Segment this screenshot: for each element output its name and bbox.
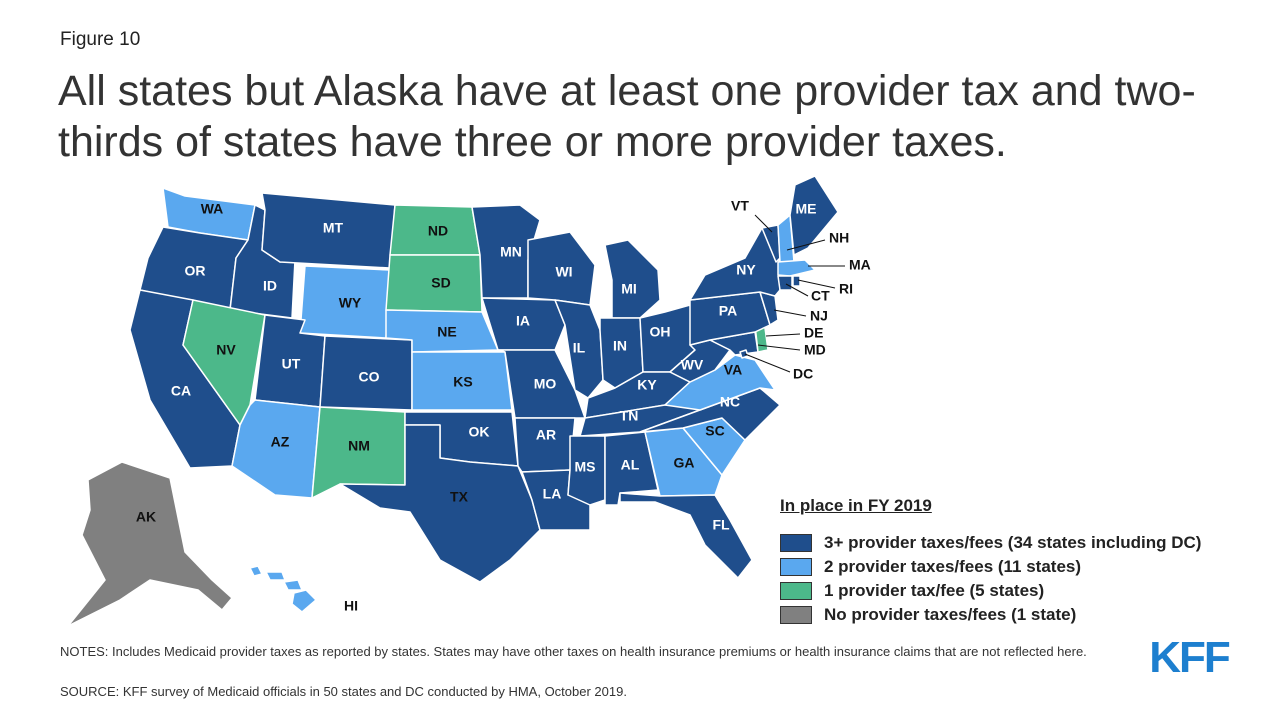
label-MO: MO <box>534 376 557 392</box>
callout-VT: VT <box>731 198 749 214</box>
label-VA: VA <box>724 362 742 378</box>
leader-DE <box>766 334 800 336</box>
label-KY: KY <box>637 377 657 393</box>
label-WI: WI <box>555 264 572 280</box>
callout-DC: DC <box>793 366 813 382</box>
state-MA[interactable] <box>778 260 815 276</box>
label-TN: TN <box>620 408 639 424</box>
legend-label-0: No provider taxes/fees (1 state) <box>824 605 1076 625</box>
label-OH: OH <box>650 324 671 340</box>
notes-text: NOTES: Includes Medicaid provider taxes … <box>60 644 1090 660</box>
state-DC[interactable] <box>740 350 748 358</box>
label-AR: AR <box>536 427 556 443</box>
callout-CT: CT <box>811 288 830 304</box>
label-WV: WV <box>681 357 704 373</box>
label-MT: MT <box>323 220 344 236</box>
label-LA: LA <box>543 486 562 502</box>
legend-label-2: 2 provider taxes/fees (11 states) <box>824 557 1081 577</box>
label-KS: KS <box>453 374 472 390</box>
label-ND: ND <box>428 223 448 239</box>
label-WA: WA <box>201 201 224 217</box>
legend-item-3plus: 3+ provider taxes/fees (34 states includ… <box>780 531 1260 555</box>
legend-item-2: 2 provider taxes/fees (11 states) <box>780 555 1260 579</box>
label-NV: NV <box>216 342 236 358</box>
label-OR: OR <box>185 263 206 279</box>
label-ME: ME <box>796 201 817 217</box>
label-MS: MS <box>575 459 596 475</box>
callout-MA: MA <box>849 257 871 273</box>
label-NM: NM <box>348 438 370 454</box>
state-AK[interactable] <box>68 462 232 626</box>
label-SD: SD <box>431 275 450 291</box>
legend-label-1: 1 provider tax/fee (5 states) <box>824 581 1044 601</box>
legend-item-1: 1 provider tax/fee (5 states) <box>780 579 1260 603</box>
label-IA: IA <box>516 313 530 329</box>
label-FL: FL <box>712 517 730 533</box>
state-CT[interactable] <box>778 276 792 290</box>
callout-NJ: NJ <box>810 308 828 324</box>
map-legend: In place in FY 2019 3+ provider taxes/fe… <box>780 496 1260 627</box>
state-MI[interactable] <box>605 240 660 318</box>
kff-logo-text: KFF <box>1149 634 1230 678</box>
label-AL: AL <box>621 457 640 473</box>
label-PA: PA <box>719 303 737 319</box>
label-SC: SC <box>705 423 724 439</box>
label-CO: CO <box>359 369 380 385</box>
label-HI: HI <box>344 598 358 614</box>
callout-MD: MD <box>804 342 826 358</box>
label-UT: UT <box>282 356 301 372</box>
label-IN: IN <box>613 338 627 354</box>
label-AK: AK <box>136 509 156 525</box>
label-IL: IL <box>573 340 586 356</box>
callout-NH: NH <box>829 230 849 246</box>
legend-swatch-0 <box>780 606 812 624</box>
label-OK: OK <box>469 424 490 440</box>
label-GA: GA <box>674 455 695 471</box>
label-NC: NC <box>720 394 740 410</box>
label-MN: MN <box>500 244 522 260</box>
legend-swatch-2 <box>780 558 812 576</box>
legend-swatch-1 <box>780 582 812 600</box>
source-text: SOURCE: KFF survey of Medicaid officials… <box>60 684 627 699</box>
label-WY: WY <box>339 295 362 311</box>
leader-NJ <box>774 310 806 316</box>
label-TX: TX <box>450 489 469 505</box>
label-CA: CA <box>171 383 191 399</box>
callout-DE: DE <box>804 325 823 341</box>
legend-title: In place in FY 2019 <box>780 496 1260 516</box>
state-RI[interactable] <box>793 276 800 286</box>
legend-swatch-3plus <box>780 534 812 552</box>
label-NY: NY <box>736 262 756 278</box>
callout-RI: RI <box>839 281 853 297</box>
label-ID: ID <box>263 278 277 294</box>
legend-label-3plus: 3+ provider taxes/fees (34 states includ… <box>824 533 1201 553</box>
legend-item-0: No provider taxes/fees (1 state) <box>780 603 1260 627</box>
kff-logo: KFF <box>1146 634 1232 678</box>
label-MI: MI <box>621 281 637 297</box>
label-NE: NE <box>437 324 456 340</box>
state-HI[interactable] <box>250 566 316 612</box>
label-AZ: AZ <box>271 434 290 450</box>
state-FL[interactable] <box>620 493 752 578</box>
